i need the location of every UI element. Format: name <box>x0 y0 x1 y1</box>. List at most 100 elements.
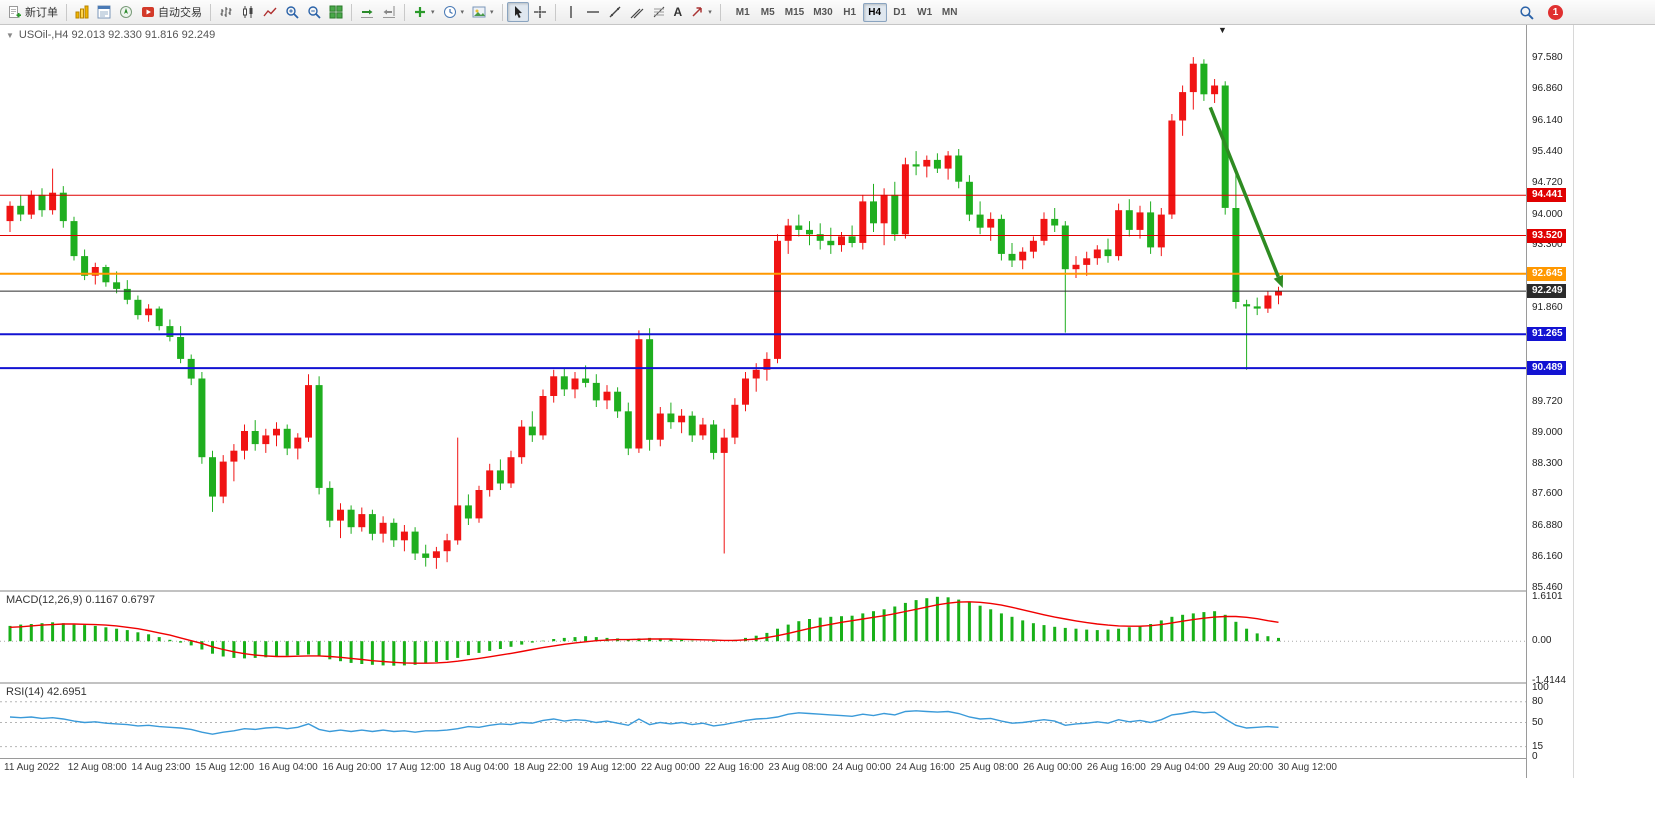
price-chart-canvas[interactable] <box>0 25 1526 590</box>
chart-title: ▼ USOil-,H4 92.013 92.330 91.816 92.249 <box>6 29 215 41</box>
new-order-icon <box>9 6 21 18</box>
time-label: 16 Aug 04:00 <box>258 762 318 773</box>
rsi-line <box>9 710 1279 735</box>
macd-tick: 1.6101 <box>1532 590 1563 602</box>
notification-badge[interactable]: 1 <box>1548 4 1563 20</box>
one-click-trading-toggle[interactable]: ▼ <box>6 30 14 40</box>
time-label: 22 Aug 16:00 <box>704 762 764 773</box>
time-label: 24 Aug 00:00 <box>832 762 892 773</box>
timeframe-d1[interactable]: D1 <box>888 3 912 22</box>
fibonacci-tool-button[interactable] <box>648 2 670 22</box>
add-indicator-icon <box>415 7 425 17</box>
macd-panel-canvas[interactable] <box>0 592 1526 682</box>
templates-icon <box>472 6 486 18</box>
panel-splitter[interactable] <box>0 682 1572 684</box>
crosshair-icon <box>533 6 546 18</box>
auto-scroll-button[interactable] <box>356 2 378 22</box>
timeframe-m1[interactable]: M1 <box>731 3 755 22</box>
auto-scroll-icon <box>361 9 373 18</box>
candlestick-chart-icon <box>243 6 253 18</box>
time-label: 14 Aug 23:00 <box>131 762 191 773</box>
time-label: 26 Aug 16:00 <box>1086 762 1146 773</box>
resistance-line-label: 93.520 <box>1527 228 1566 243</box>
time-label: 19 Aug 12:00 <box>577 762 637 773</box>
templates-button[interactable]: ▾ <box>468 2 498 22</box>
bar-chart-button[interactable] <box>215 2 237 22</box>
time-label: 22 Aug 00:00 <box>641 762 700 773</box>
charts-button[interactable] <box>71 2 93 22</box>
arrows-tool-button[interactable]: ▾ <box>686 2 716 22</box>
support-resistance-lines[interactable] <box>0 194 1526 370</box>
time-axis-line <box>0 758 1572 759</box>
text-tool-button[interactable]: A <box>670 2 687 22</box>
equidistant-channel-tool-button[interactable] <box>626 2 648 22</box>
zoom-in-icon <box>286 6 299 19</box>
time-label: 26 Aug 00:00 <box>1023 762 1083 773</box>
support-line-label: 91.265 <box>1527 327 1566 342</box>
search-button[interactable] <box>1515 2 1538 22</box>
arrows-icon <box>692 7 702 17</box>
trendline-icon <box>609 6 621 18</box>
crosshair-tool-button[interactable] <box>529 2 551 22</box>
time-label: 29 Aug 20:00 <box>1214 762 1274 773</box>
timeframe-toolbar: M1 M5 M15 M30 H1 H4 D1 W1 MN <box>731 2 962 22</box>
price-tick: 86.160 <box>1532 551 1563 563</box>
line-chart-button[interactable] <box>259 2 281 22</box>
cursor-tool-button[interactable] <box>506 2 529 22</box>
vertical-line-tool-button[interactable] <box>560 2 582 22</box>
chart-shift-button[interactable] <box>378 2 400 22</box>
time-label: 23 Aug 08:00 <box>768 762 828 773</box>
search-icon <box>1520 5 1534 20</box>
toolbar-separator <box>501 3 503 21</box>
candlestick-chart-button[interactable] <box>237 2 259 22</box>
zoom-out-icon <box>308 6 321 19</box>
annotation-arrow[interactable] <box>1208 106 1283 288</box>
price-scale[interactable]: 97.580 96.860 96.140 95.440 94.720 94.000 93.3… <box>1526 25 1574 778</box>
navigator-button[interactable] <box>115 2 137 22</box>
timeframe-w1[interactable]: W1 <box>913 3 937 22</box>
price-tick: 95.440 <box>1532 145 1563 157</box>
toolbar-separator <box>719 3 721 21</box>
rsi-tick: 15 <box>1532 740 1544 752</box>
timeframe-mn[interactable]: MN <box>938 3 962 22</box>
time-label: 17 Aug 12:00 <box>386 762 446 773</box>
market-watch-button[interactable] <box>93 2 115 22</box>
zoom-in-button[interactable] <box>281 2 303 22</box>
rsi-label: RSI(14) 42.6951 <box>6 686 87 698</box>
timeframe-h4[interactable]: H4 <box>862 2 887 22</box>
tile-windows-icon <box>329 5 343 19</box>
pivot-line-label: 92.645 <box>1527 266 1566 281</box>
horizontal-line-icon <box>586 11 599 13</box>
bar-chart-icon <box>220 7 232 17</box>
autotrading-label: 自动交易 <box>158 7 202 19</box>
toolbar-separator <box>66 3 67 21</box>
timeframe-m15[interactable]: M15 <box>781 3 808 22</box>
equidistant-channel-icon <box>630 8 643 19</box>
rsi-panel-canvas[interactable] <box>0 684 1526 758</box>
chevron-down-icon: ▾ <box>708 9 712 16</box>
new-order-button[interactable]: 新订单 <box>4 2 62 22</box>
trendline-tool-button[interactable] <box>604 2 626 22</box>
line-chart-icon <box>263 7 277 17</box>
panel-splitter[interactable] <box>0 590 1572 592</box>
tile-windows-button[interactable] <box>325 2 347 22</box>
macd-signal-line <box>9 601 1279 664</box>
price-tick: 88.300 <box>1532 457 1563 469</box>
price-tick: 89.000 <box>1532 427 1563 439</box>
timeframe-m30[interactable]: M30 <box>809 3 836 22</box>
chart-title-text: USOil-,H4 92.013 92.330 91.816 92.249 <box>18 29 216 41</box>
navigator-icon <box>120 6 132 18</box>
toolbar: 新订单 自动交易 ▾ ▾ <box>0 0 1655 25</box>
periods-button[interactable]: ▾ <box>439 2 469 22</box>
chart-shift-marker[interactable]: ▼ <box>1218 25 1227 35</box>
macd-tick: 0.00 <box>1532 635 1552 647</box>
timeframe-m5[interactable]: M5 <box>756 3 780 22</box>
add-indicator-button[interactable]: ▾ <box>409 2 439 22</box>
horizontal-line-tool-button[interactable] <box>582 2 604 22</box>
chart-window[interactable]: ▼ USOil-,H4 92.013 92.330 91.816 92.249 … <box>0 25 1655 821</box>
zoom-out-button[interactable] <box>303 2 325 22</box>
time-axis[interactable]: 11 Aug 2022 12 Aug 08:00 14 Aug 23:00 15 Au… <box>0 760 1572 778</box>
autotrading-button[interactable]: 自动交易 <box>137 2 206 22</box>
price-tick: 91.860 <box>1532 302 1563 314</box>
timeframe-h1[interactable]: H1 <box>838 3 862 22</box>
